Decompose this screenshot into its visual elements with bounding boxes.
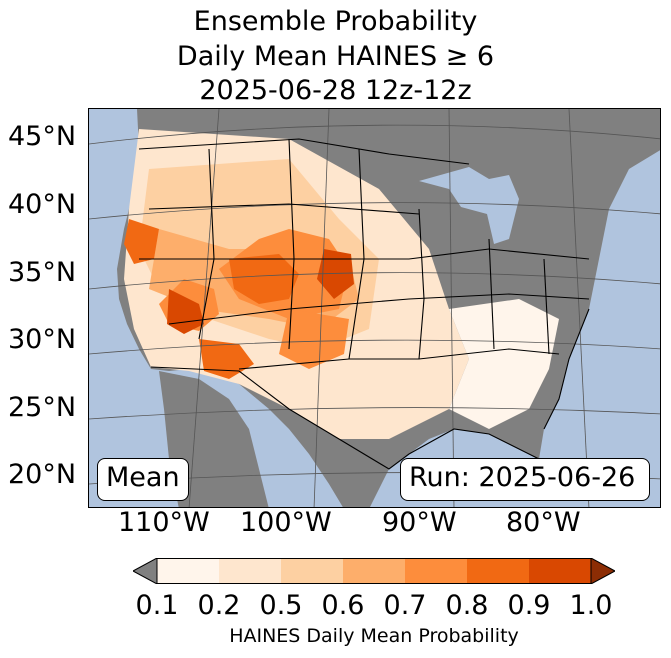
colorbar-frame — [156, 558, 592, 584]
colorbar-segment-5 — [467, 558, 529, 584]
colorbar-tick-2: 0.5 — [259, 590, 303, 621]
run-date-box: Run: 2025-06-26 — [400, 458, 650, 501]
latitude-label-25: 25°N — [8, 392, 77, 423]
longitude-label-90: 90°W — [382, 507, 457, 538]
latitude-label-35: 35°N — [8, 257, 77, 288]
mean-label-box: Mean — [97, 458, 189, 501]
great-lakes — [419, 167, 519, 244]
map-canvas — [89, 109, 660, 507]
colorbar-segment-3 — [343, 558, 405, 584]
colorbar — [133, 558, 615, 584]
colorbar-tick-5: 0.8 — [445, 590, 489, 621]
colorbar-tick-0: 0.1 — [135, 590, 179, 621]
colorbar-tick-3: 0.6 — [321, 590, 365, 621]
colorbar-segment-0 — [157, 558, 219, 584]
longitude-label-80: 80°W — [506, 507, 581, 538]
latitude-label-20: 20°N — [8, 459, 77, 490]
colorbar-segment-1 — [219, 558, 281, 584]
longitude-label-100: 100°W — [240, 507, 332, 538]
colorbar-segments — [133, 558, 615, 584]
colorbar-over-arrow — [590, 558, 615, 584]
colorbar-label: HAINES Daily Mean Probability — [229, 625, 519, 647]
latitude-label-30: 30°N — [8, 324, 77, 355]
latitude-label-45: 45°N — [8, 121, 77, 152]
probability-map — [88, 108, 661, 508]
colorbar-segment-6 — [529, 558, 591, 584]
title-line-1: Ensemble Probability — [193, 6, 478, 37]
colorbar-tick-4: 0.7 — [383, 590, 427, 621]
latitude-label-40: 40°N — [8, 189, 77, 220]
title-line-3: 2025-06-28 12z-12z — [199, 75, 472, 106]
colorbar-tick-7: 1.0 — [569, 590, 613, 621]
title-line-2: Daily Mean HAINES ≥ 6 — [176, 41, 495, 72]
longitude-label-110: 110°W — [118, 507, 210, 538]
state-borders — [138, 138, 590, 470]
colorbar-under-arrow — [133, 558, 158, 584]
colorbar-tick-1: 0.2 — [197, 590, 241, 621]
colorbar-tick-6: 0.9 — [507, 590, 551, 621]
colorbar-segment-2 — [281, 558, 343, 584]
colorbar-segment-4 — [405, 558, 467, 584]
